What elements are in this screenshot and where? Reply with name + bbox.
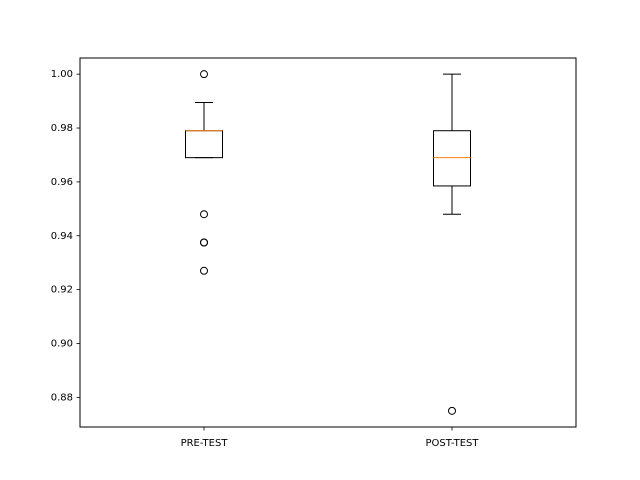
- plot-layer: [185, 70, 471, 415]
- outlier-point: [200, 238, 208, 247]
- iqr-box: [185, 130, 223, 159]
- box-group: [433, 73, 471, 415]
- box-group: [185, 70, 223, 275]
- y-tick-label: 0.90: [51, 339, 73, 350]
- outlier-point: [200, 266, 208, 275]
- y-tick-label: 0.94: [51, 231, 73, 242]
- outlier-point: [200, 70, 208, 79]
- y-tick-label: 0.98: [51, 123, 73, 134]
- outlier-point: [200, 210, 208, 219]
- iqr-box: [433, 130, 471, 187]
- x-tick-label: PRE-TEST: [181, 438, 229, 449]
- x-axis: PRE-TEST POST-TEST: [181, 427, 479, 449]
- axes-frame: [79, 57, 577, 428]
- y-tick-label: 0.92: [51, 285, 73, 296]
- x-tick-label: POST-TEST: [425, 438, 479, 449]
- y-tick-label: 0.88: [51, 392, 73, 403]
- outlier-point: [448, 406, 456, 415]
- y-tick-label: 1.00: [51, 69, 73, 80]
- y-tick-label: 0.96: [51, 177, 73, 188]
- y-axis: 0.88 0.90 0.92 0.94 0.96 0.98 1.00: [51, 69, 80, 403]
